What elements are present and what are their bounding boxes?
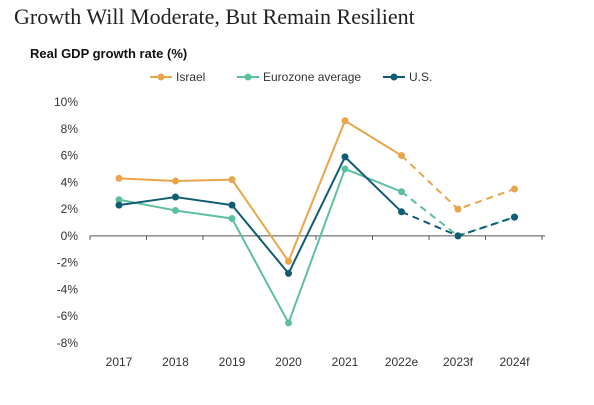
- y-tick-label: 6%: [61, 149, 79, 163]
- y-tick-label: 10%: [54, 95, 78, 109]
- y-tick-label: -2%: [57, 256, 79, 270]
- y-tick-label: -6%: [57, 309, 79, 323]
- series-line-actual: [118, 167, 402, 324]
- series-point: [398, 208, 405, 216]
- y-tick-label: 4%: [61, 175, 79, 189]
- y-tick-label: 0%: [61, 229, 79, 243]
- legend-swatch-marker: [390, 73, 398, 81]
- series-point: [454, 232, 462, 240]
- x-tick-label: 2020: [275, 355, 302, 369]
- x-tick-label: 2018: [162, 355, 189, 369]
- x-tick-label: 2024f: [499, 355, 530, 369]
- series-line-forecast: [400, 190, 515, 237]
- y-axis: 10% 8% 6% 4% 2% 0% -2% -4% -6% -8%: [54, 95, 78, 350]
- legend-label: Eurozone average: [263, 70, 361, 84]
- legend: Israel Eurozone average U.S.: [150, 70, 432, 84]
- series-point: [454, 205, 462, 213]
- series-line-actual: [118, 119, 403, 263]
- series-point: [115, 174, 123, 182]
- series-point: [228, 201, 236, 209]
- series-line-actual: [118, 155, 403, 275]
- series-point: [172, 193, 179, 201]
- series-point: [511, 185, 518, 193]
- x-tick-label: 2017: [106, 355, 133, 369]
- x-tick-label: 2023f: [443, 355, 474, 369]
- x-tick-label: 2022e: [385, 355, 419, 369]
- series-point: [341, 165, 349, 173]
- x-tick-label: 2021: [332, 355, 359, 369]
- y-tick-label: -4%: [57, 282, 79, 296]
- series-point: [172, 177, 179, 185]
- series-point: [285, 257, 292, 265]
- y-tick-label: 8%: [61, 122, 79, 136]
- series-point: [228, 176, 236, 184]
- series-point: [115, 201, 123, 209]
- legend-swatch-marker: [244, 73, 252, 81]
- series-point: [398, 188, 405, 196]
- series-point: [228, 214, 236, 222]
- series-point: [172, 206, 179, 214]
- y-tick-label: 2%: [61, 202, 79, 216]
- x-tick-label: 2019: [219, 355, 246, 369]
- legend-label: Israel: [176, 70, 205, 84]
- y-tick-label: -8%: [57, 336, 79, 350]
- series-point: [511, 213, 518, 221]
- series-line-forecast: [400, 154, 515, 211]
- series-point: [341, 117, 349, 125]
- legend-label: U.S.: [409, 70, 432, 84]
- chart-subtitle: Real GDP growth rate (%): [30, 46, 188, 61]
- plot-series: [115, 117, 518, 327]
- legend-swatch-marker: [157, 73, 165, 81]
- series-point: [115, 196, 123, 204]
- page-title: Growth Will Moderate, But Remain Resilie…: [14, 4, 415, 29]
- series-point: [285, 319, 292, 327]
- series-point: [398, 152, 405, 160]
- x-axis: 2017 2018 2019 2020 2021 2022e 2023f 2024f: [89, 235, 545, 369]
- series-point: [341, 153, 349, 161]
- series-point: [285, 269, 292, 277]
- series-line-forecast: [401, 210, 515, 237]
